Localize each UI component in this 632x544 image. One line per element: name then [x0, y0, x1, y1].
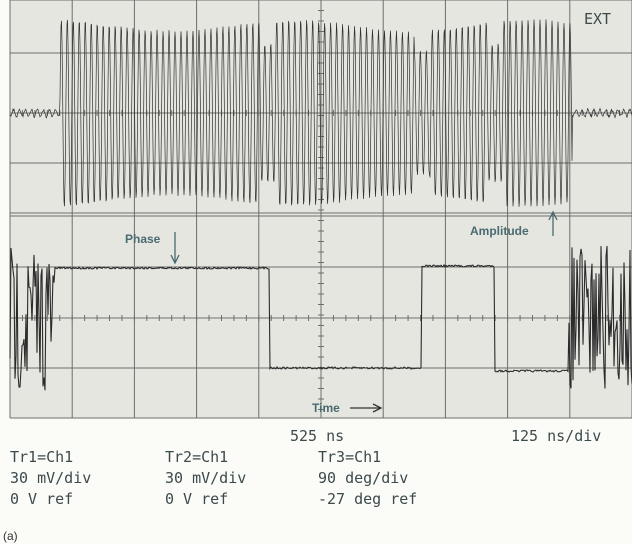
trace-scale: 30 mV/div [165, 469, 246, 487]
waveforms [9, 19, 632, 391]
phase-label: Phase [125, 232, 161, 246]
time-arrow [350, 403, 383, 413]
trace-source: Tr2=Ch1 [165, 448, 228, 466]
trigger-label: EXT [584, 10, 611, 28]
trace-ref: -27 deg ref [318, 490, 417, 508]
trace-info: Tr1=Ch1 30 mV/div 0 V ref Tr2=Ch1 30 mV/div 0… [10, 448, 417, 508]
caption: (a) [3, 529, 18, 543]
amplitude-label: Amplitude [470, 224, 529, 238]
trace-ref: 0 V ref [165, 490, 228, 508]
time-scale: 125 ns/div [511, 427, 601, 445]
time-label: Time [312, 401, 340, 415]
trace-source: Tr1=Ch1 [10, 448, 73, 466]
trace-scale: 90 deg/div [318, 469, 408, 487]
amplitude-arrow [548, 210, 558, 236]
phase-trace [9, 245, 632, 391]
trace-scale: 30 mV/div [10, 469, 91, 487]
trace-ref: 0 V ref [10, 490, 73, 508]
phase-arrow [170, 232, 180, 265]
time-center: 525 ns [290, 427, 344, 445]
trace-source: Tr3=Ch1 [318, 448, 381, 466]
rf-trace [9, 19, 632, 207]
